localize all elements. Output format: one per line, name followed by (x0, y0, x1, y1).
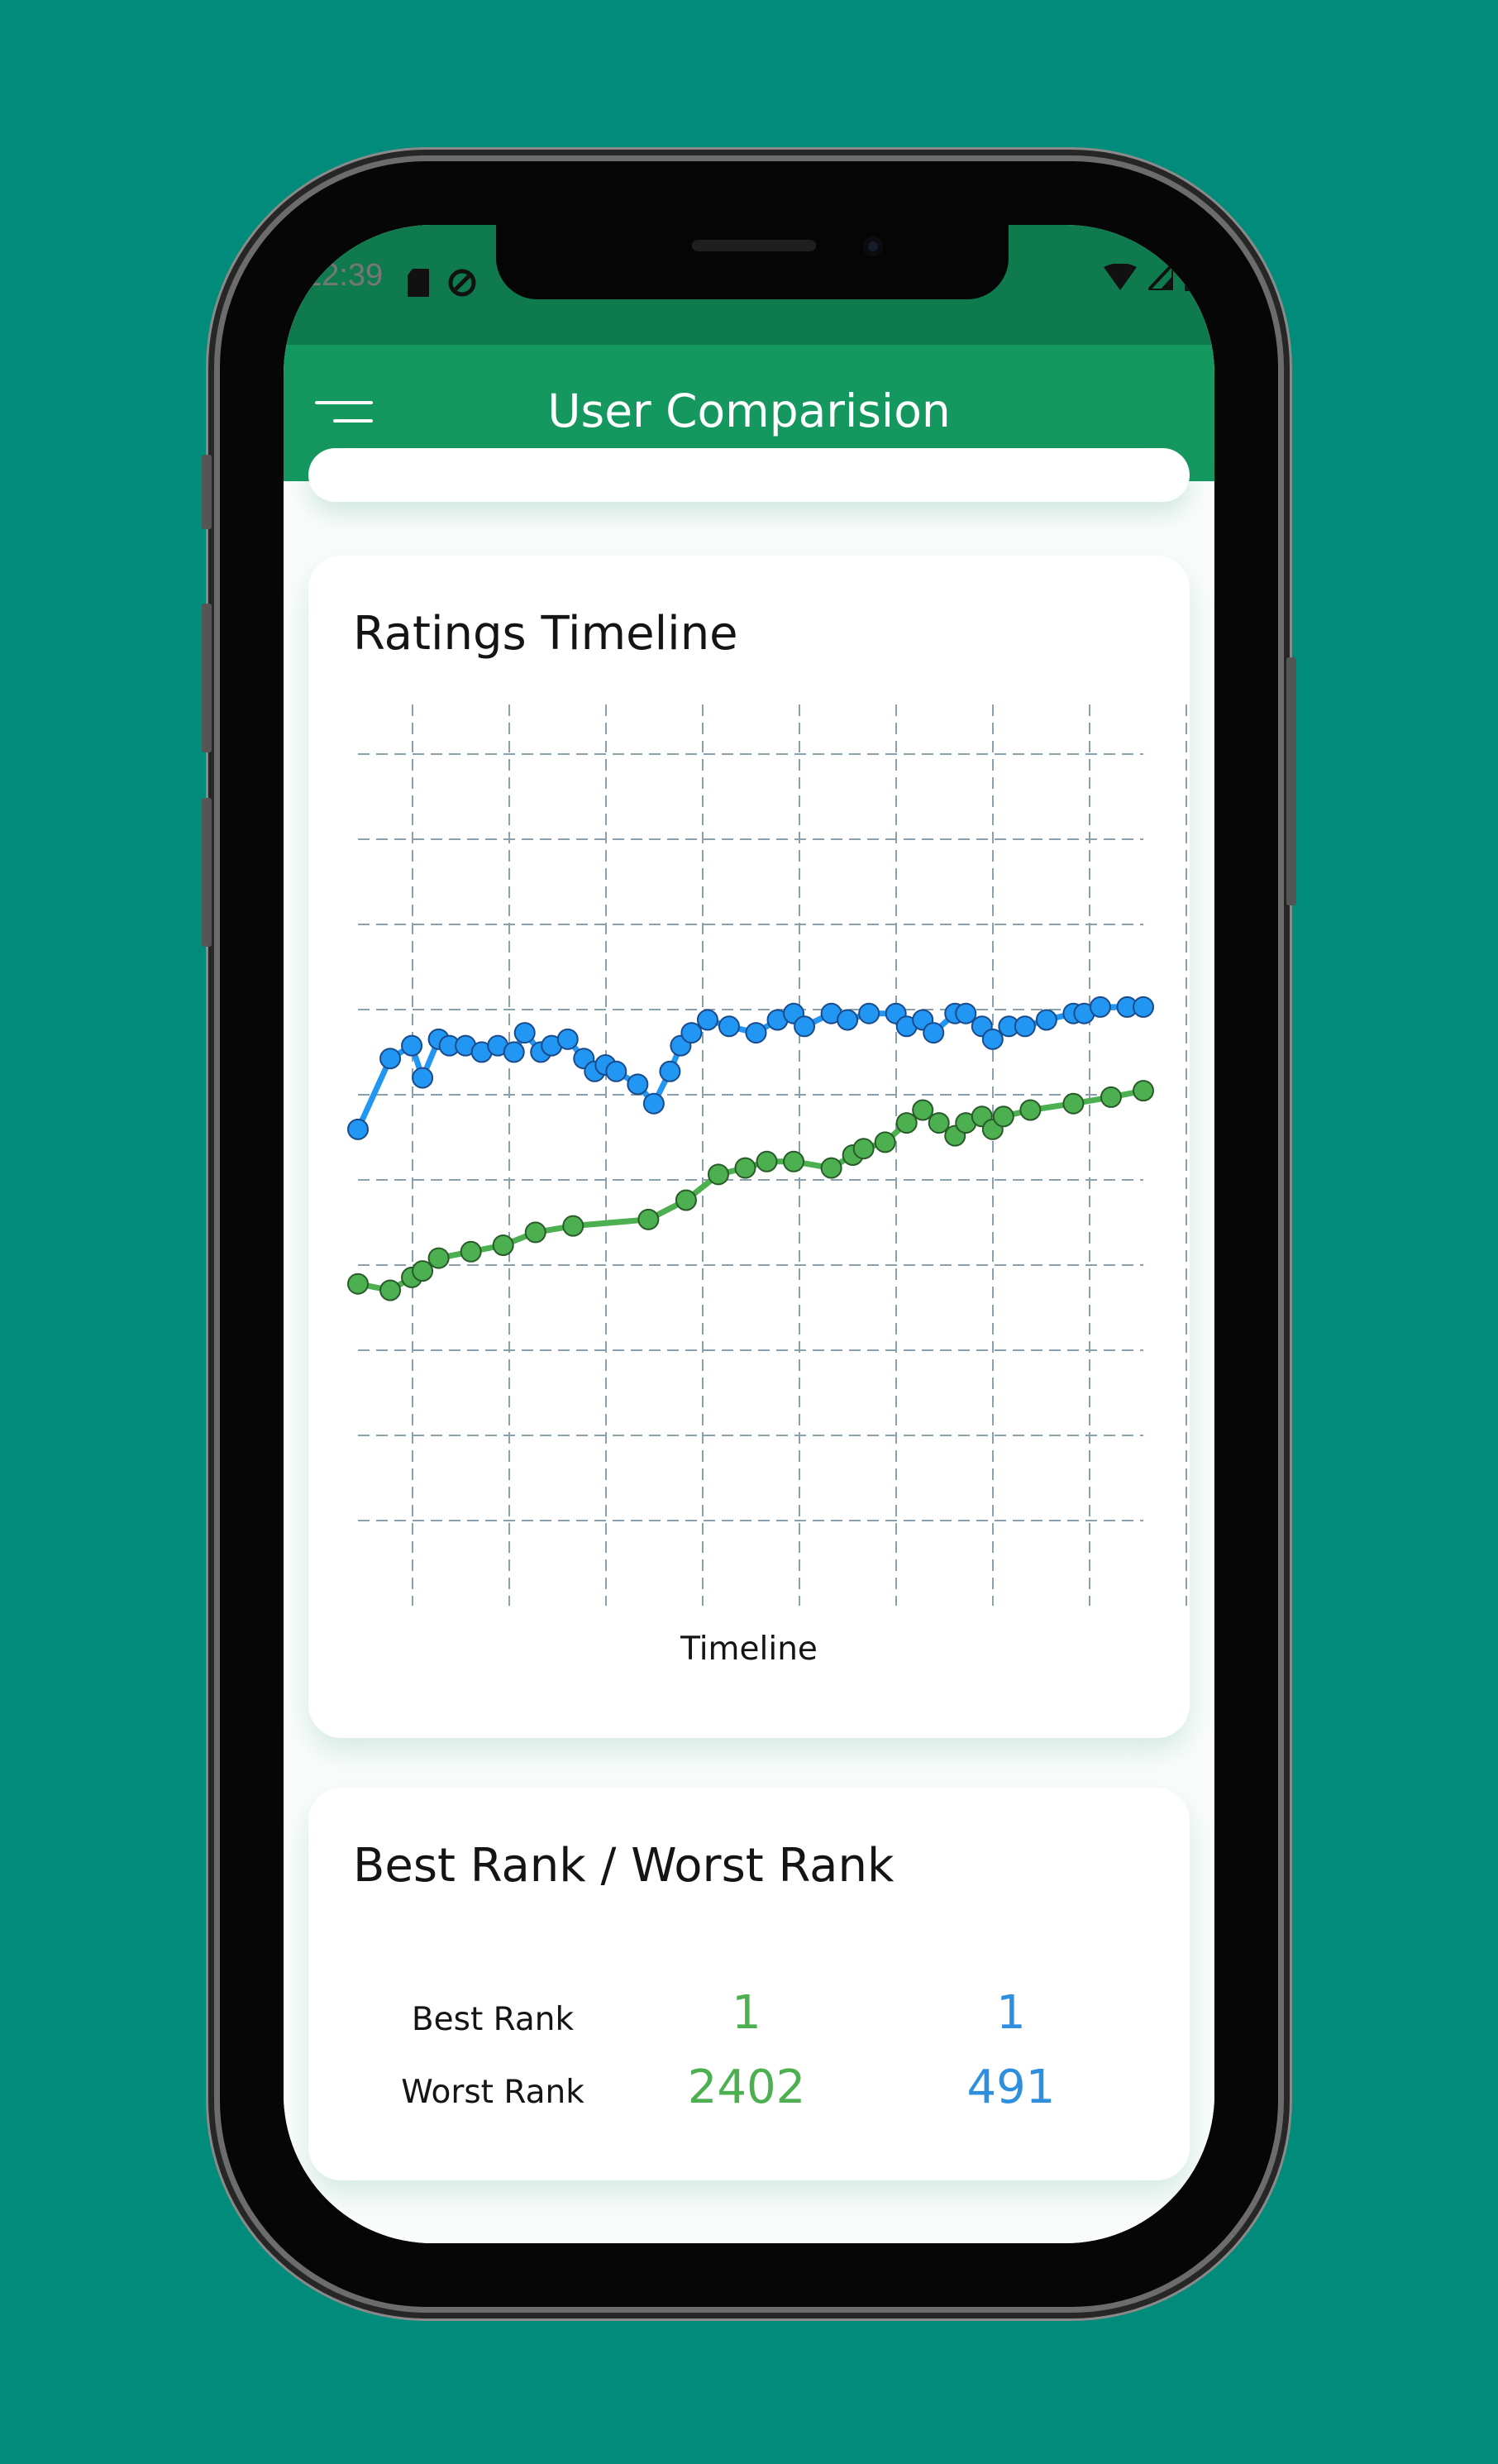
series-1-point[interactable] (858, 1002, 880, 1024)
series-1-point[interactable] (347, 1118, 369, 1140)
volume-up-button (202, 604, 212, 752)
user1-worst-rank: 2402 (687, 2060, 806, 2114)
series-2-point[interactable] (707, 1163, 729, 1186)
content-area[interactable]: Ratings Timeline Timeline Best Rank / Wo… (284, 448, 1214, 2243)
series-1-point[interactable] (1014, 1015, 1036, 1038)
series-1-point[interactable] (1089, 996, 1111, 1018)
series-2-point[interactable] (912, 1099, 934, 1121)
sd-card-icon (408, 269, 429, 297)
status-time: 12:39 (304, 258, 384, 293)
series-1-point[interactable] (627, 1073, 649, 1096)
user2-best-rank: 1 (996, 1986, 1026, 2040)
series-1-point[interactable] (503, 1041, 525, 1063)
series-1-point[interactable] (1133, 996, 1154, 1018)
x-axis-label: Timeline (680, 1631, 818, 1668)
series-2-point[interactable] (928, 1112, 950, 1134)
status-left-icons (408, 268, 477, 298)
menu-icon[interactable] (315, 401, 373, 434)
series-1-point[interactable] (745, 1022, 767, 1044)
volume-down-button (202, 798, 212, 947)
signal-icon (1148, 264, 1173, 290)
ratings-chart (347, 704, 1187, 1606)
silent-switch (202, 455, 212, 529)
status-right-icons (1104, 263, 1200, 291)
series-2-point[interactable] (852, 1138, 875, 1160)
front-camera (863, 236, 883, 256)
series-1-point[interactable] (605, 1060, 627, 1082)
page-title: User Comparision (547, 384, 951, 437)
worst-rank-label: Worst Rank (401, 2074, 584, 2111)
series-1-point[interactable] (642, 1092, 665, 1115)
series-2-point[interactable] (460, 1240, 482, 1263)
series-2-point[interactable] (1019, 1099, 1042, 1121)
ratings-timeline-title: Ratings Timeline (353, 607, 738, 661)
series-1-point[interactable] (412, 1067, 434, 1089)
series-2-point[interactable] (992, 1105, 1014, 1128)
series-2-point[interactable] (1133, 1080, 1154, 1102)
sync-icon (448, 269, 476, 297)
series-1-point[interactable] (718, 1015, 740, 1038)
phone-frame: 12:39 User Comparision (202, 161, 1296, 2307)
series-1-point[interactable] (680, 1022, 703, 1044)
ratings-timeline-card: Ratings Timeline Timeline (308, 556, 1190, 1738)
speaker-grille (692, 240, 816, 251)
series-2-point[interactable] (675, 1189, 697, 1211)
series-1-point[interactable] (837, 1009, 859, 1031)
user2-worst-rank: 491 (966, 2060, 1056, 2114)
notch (496, 225, 1009, 299)
series-1-point[interactable] (696, 1009, 718, 1031)
series-1-point[interactable] (981, 1028, 1004, 1050)
series-2-point[interactable] (1062, 1092, 1085, 1115)
series-2-point[interactable] (524, 1221, 546, 1244)
series-1-point[interactable] (923, 1022, 945, 1044)
series-1-point[interactable] (513, 1022, 536, 1044)
wifi-icon (1104, 264, 1137, 290)
series-1-point[interactable] (794, 1015, 816, 1038)
previous-card-edge (308, 448, 1190, 502)
series-2-point[interactable] (347, 1273, 369, 1295)
series-1-point[interactable] (955, 1002, 977, 1024)
series-2-point[interactable] (637, 1208, 660, 1230)
best-rank-label: Best Rank (411, 2001, 575, 2038)
series-1-point[interactable] (401, 1034, 423, 1057)
series-1-point[interactable] (379, 1048, 402, 1070)
series-1-point[interactable] (659, 1060, 681, 1082)
series-2-point[interactable] (427, 1247, 450, 1269)
series-2-point[interactable] (412, 1260, 434, 1282)
rank-card-title: Best Rank / Worst Rank (353, 1839, 895, 1893)
series-2-point[interactable] (756, 1150, 778, 1172)
series-2-point[interactable] (492, 1234, 514, 1256)
screen: 12:39 User Comparision (284, 225, 1214, 2243)
series-2-point[interactable] (820, 1157, 842, 1179)
power-button (1286, 657, 1296, 905)
user1-best-rank: 1 (732, 1986, 761, 2040)
series-1-point[interactable] (556, 1028, 579, 1050)
rank-card: Best Rank / Worst Rank Best Rank Worst R… (308, 1788, 1190, 2180)
series-2-point[interactable] (783, 1150, 805, 1172)
series-2-point[interactable] (895, 1112, 918, 1134)
series-2-point[interactable] (874, 1131, 896, 1153)
series-2-point[interactable] (379, 1279, 402, 1301)
series-1-point[interactable] (1035, 1009, 1057, 1031)
series-2-point[interactable] (1100, 1086, 1122, 1108)
battery-icon (1185, 263, 1200, 291)
series-2-point[interactable] (734, 1157, 756, 1179)
series-2-point[interactable] (562, 1215, 584, 1237)
